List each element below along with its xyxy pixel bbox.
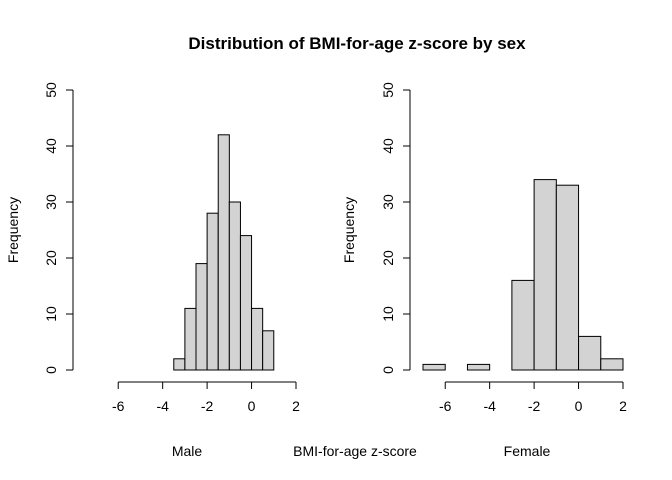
male-panel-label: Male [172, 443, 203, 459]
male-x-tick-label: -6 [112, 398, 125, 414]
female-x-tick-label: -4 [483, 398, 496, 414]
female-panel-label: Female [504, 443, 551, 459]
female-bar [422, 363, 446, 371]
male-y-tick-label: 0 [43, 366, 59, 374]
male-y-tick-label: 30 [43, 194, 59, 210]
female-y-tick-label: 10 [380, 306, 396, 322]
male-bar [173, 358, 186, 371]
female-y-tick-label: 0 [380, 366, 396, 374]
male-bar [239, 235, 253, 371]
male-bar [217, 134, 230, 371]
male-bar [195, 263, 208, 371]
x-axis-label: BMI-for-age z-score [293, 443, 417, 459]
female-y-tick-label: 30 [380, 194, 396, 210]
male-y-tick-label: 20 [43, 250, 59, 266]
female-bar [511, 279, 535, 371]
female-x-tick-label: 2 [619, 398, 627, 414]
female-bar [555, 184, 580, 371]
male-bar [251, 307, 264, 371]
male-bar [262, 330, 275, 371]
male-x-tick-label: 0 [248, 398, 256, 414]
female-y-tick-label: 50 [380, 82, 396, 98]
male-bar [206, 212, 219, 371]
male-y-tick-label: 10 [43, 306, 59, 322]
male-bar [228, 201, 241, 371]
female-bar [466, 363, 491, 371]
female-bar [578, 335, 602, 371]
female-y-tick-label: 20 [380, 250, 396, 266]
chart-title: Distribution of BMI-for-age z-score by s… [188, 34, 526, 53]
male-bar [184, 307, 197, 371]
female-y-axis-label: Frequency [341, 197, 357, 263]
female-y-tick-label: 40 [380, 138, 396, 154]
male-y-axis-label: Frequency [5, 197, 21, 263]
male-x-tick-label: -4 [156, 398, 169, 414]
female-x-tick-label: -2 [528, 398, 541, 414]
female-bar [533, 179, 557, 371]
female-x-tick-label: -6 [439, 398, 452, 414]
male-y-tick-label: 50 [43, 82, 59, 98]
female-bar [600, 358, 624, 371]
female-x-tick-label: 0 [575, 398, 583, 414]
male-x-tick-label: 2 [292, 398, 300, 414]
male-x-tick-label: -2 [201, 398, 214, 414]
male-y-tick-label: 40 [43, 138, 59, 154]
